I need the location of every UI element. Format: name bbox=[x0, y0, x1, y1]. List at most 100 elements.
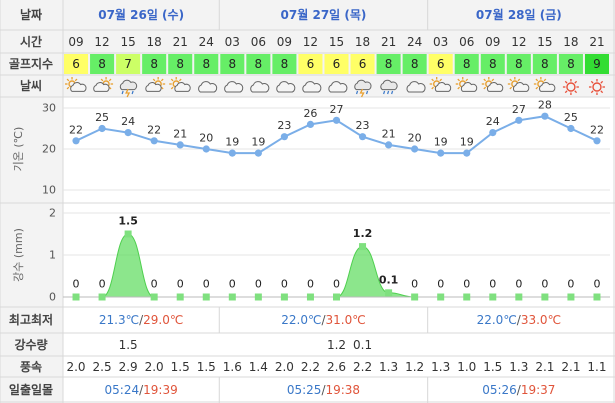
wind-speed-value: 2.0 bbox=[145, 360, 164, 374]
cloud-icon bbox=[302, 81, 322, 93]
wind-speed-value: 1.5 bbox=[197, 360, 216, 374]
precip-data-label: 1.2 bbox=[353, 227, 373, 240]
golf-index-cell bbox=[376, 54, 401, 74]
precip-data-label: 0 bbox=[489, 278, 496, 291]
precip-data-label: 0 bbox=[73, 278, 80, 291]
sun-ray bbox=[160, 78, 164, 82]
wind-speed-value: 2.0 bbox=[66, 360, 85, 374]
precip-data-label: 0 bbox=[255, 278, 262, 291]
wind-speed-value: 1.3 bbox=[431, 360, 450, 374]
cloud-shape bbox=[224, 81, 244, 93]
wind-speed-value: 2.2 bbox=[353, 360, 372, 374]
precip-data-label: 0 bbox=[229, 278, 236, 291]
rain-cloud-icon bbox=[380, 79, 398, 95]
precip-point bbox=[437, 293, 445, 301]
sun-ray bbox=[74, 78, 78, 82]
temp-data-label: 22 bbox=[590, 123, 604, 136]
cloud-shape bbox=[328, 81, 348, 93]
sun-icon bbox=[588, 79, 605, 95]
precip-point bbox=[176, 293, 184, 301]
sun-ray bbox=[600, 80, 604, 84]
precip-data-label: 0 bbox=[281, 278, 288, 291]
precip-point bbox=[385, 289, 393, 297]
hour-label: 12 bbox=[511, 35, 526, 49]
sun-cloud-icon bbox=[65, 77, 87, 92]
sun-ray bbox=[178, 78, 182, 82]
temp-point bbox=[280, 133, 289, 141]
precip-point bbox=[202, 293, 210, 301]
precip-point bbox=[463, 293, 471, 301]
day-label: 07월 27일 (목) bbox=[281, 7, 367, 22]
sun-ray bbox=[590, 80, 594, 84]
temp-point bbox=[567, 124, 575, 133]
sunrise-sunset-separator: / bbox=[139, 383, 144, 397]
golf-index-cell bbox=[584, 54, 609, 74]
precip-point bbox=[124, 230, 132, 238]
temp-data-label: 25 bbox=[95, 111, 109, 124]
sun-ray bbox=[590, 90, 594, 94]
precip-data-label: 0 bbox=[463, 278, 470, 291]
precip-data-label: 0 bbox=[333, 278, 340, 291]
golf-index-value: 8 bbox=[98, 57, 106, 71]
thunder-rain-icon bbox=[354, 79, 372, 98]
golf-index-cell bbox=[194, 54, 219, 74]
cloud-shape bbox=[70, 82, 87, 92]
precip-point bbox=[411, 293, 419, 301]
precip-data-label: 0 bbox=[567, 278, 574, 291]
precip-point bbox=[515, 293, 523, 301]
temp-data-label: 24 bbox=[486, 115, 500, 128]
golf-index-value: 6 bbox=[307, 57, 315, 71]
min-max-value: 22.0℃/31.0℃ bbox=[281, 313, 365, 327]
cloud-shape bbox=[276, 81, 296, 93]
weather-row-label: 날씨 bbox=[20, 79, 42, 93]
cloud-shape bbox=[354, 79, 372, 91]
temp-point bbox=[72, 137, 80, 145]
wind-speed-value: 2.0 bbox=[275, 360, 294, 374]
hour-label: 06 bbox=[251, 35, 266, 49]
golf-index-value: 6 bbox=[72, 57, 80, 71]
wind-speed-value: 1.0 bbox=[457, 360, 476, 374]
precip-data-label: 0.1 bbox=[379, 273, 399, 286]
golf-index-value: 8 bbox=[150, 57, 158, 71]
sun-ray bbox=[564, 80, 568, 84]
temp-data-label: 21 bbox=[173, 127, 187, 140]
golf-index-value: 8 bbox=[567, 57, 575, 71]
precip-point bbox=[150, 293, 158, 301]
hour-label: 21 bbox=[381, 35, 396, 49]
hour-label: 24 bbox=[199, 35, 214, 49]
temp-data-label: 21 bbox=[382, 127, 396, 140]
sunrise-sunset-value: 05:24/19:39 bbox=[105, 383, 178, 397]
sun-ray bbox=[600, 90, 604, 94]
min-max-separator: / bbox=[139, 313, 144, 327]
golf-index-cell bbox=[506, 54, 531, 74]
sun-icon bbox=[562, 79, 579, 95]
precip-data-label: 0 bbox=[593, 278, 600, 291]
golf-index-value: 8 bbox=[463, 57, 471, 71]
wind-speed-value: 1.3 bbox=[509, 360, 528, 374]
precip-amount-row-label: 강수량 bbox=[14, 338, 47, 352]
sun-ray bbox=[509, 86, 513, 90]
cloud-shape bbox=[302, 81, 322, 93]
precip-tick-label: 0 bbox=[49, 291, 56, 304]
temp-tick-label: 20 bbox=[42, 143, 56, 156]
golf-index-value: 8 bbox=[411, 57, 419, 71]
day-label: 07월 26일 (수) bbox=[98, 7, 184, 22]
cloud-shape bbox=[434, 82, 452, 92]
precip-data-label: 0 bbox=[99, 278, 106, 291]
precip-tick-label: 1 bbox=[49, 249, 56, 262]
cloud-shape bbox=[93, 82, 110, 92]
sun-cloud-icon bbox=[169, 77, 191, 92]
wind-speed-value: 1.4 bbox=[249, 360, 268, 374]
min-max-value: 22.0℃/33.0℃ bbox=[477, 313, 561, 327]
golf-index-value: 8 bbox=[281, 57, 289, 71]
golf-index-value: 7 bbox=[124, 57, 132, 71]
precip-point bbox=[306, 293, 314, 301]
max-temp: 31.0℃ bbox=[325, 313, 365, 327]
golf-index-cell bbox=[272, 54, 297, 74]
rain-drop bbox=[383, 90, 386, 95]
cloud-icon bbox=[224, 81, 244, 93]
min-max-separator: / bbox=[517, 313, 522, 327]
cloud-icon bbox=[328, 81, 348, 93]
time-row-label: 시간 bbox=[20, 34, 42, 49]
temp-data-label: 27 bbox=[330, 103, 344, 116]
